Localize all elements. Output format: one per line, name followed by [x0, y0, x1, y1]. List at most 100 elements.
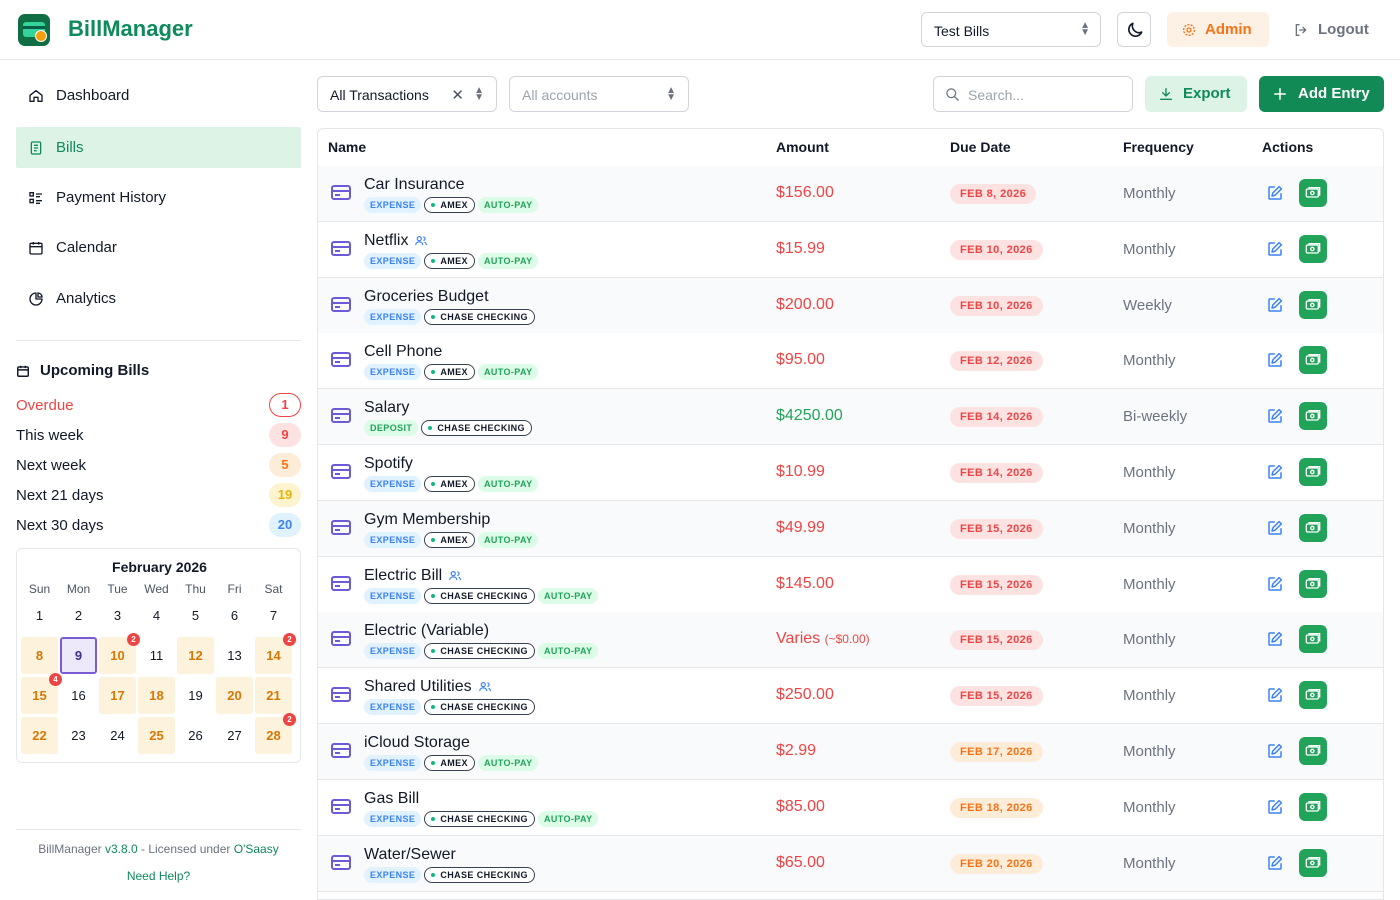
pay-button[interactable] — [1299, 235, 1327, 263]
nav-bills[interactable]: Bills — [16, 127, 301, 168]
calendar-day[interactable]: 13 — [216, 637, 253, 674]
calendar-day-today[interactable]: 9 — [60, 637, 97, 674]
edit-icon[interactable] — [1266, 184, 1284, 202]
nav-calendar[interactable]: Calendar — [16, 227, 301, 268]
edit-icon[interactable] — [1266, 798, 1284, 816]
calendar-day[interactable]: 1 — [21, 597, 58, 634]
add-entry-button[interactable]: Add Entry — [1259, 76, 1384, 112]
edit-icon[interactable] — [1266, 742, 1284, 760]
bill-name[interactable]: Electric (Variable) — [364, 622, 489, 640]
pay-button[interactable] — [1299, 179, 1327, 207]
upcoming-this-week[interactable]: This week 9 — [16, 423, 301, 447]
column-header-frequency[interactable]: Frequency — [1123, 139, 1194, 155]
bill-name[interactable]: Car Insurance — [364, 176, 465, 194]
edit-icon[interactable] — [1266, 575, 1284, 593]
pay-button[interactable] — [1299, 570, 1327, 598]
calendar-day[interactable]: 3 — [99, 597, 136, 634]
pay-button[interactable] — [1299, 625, 1327, 653]
logout-button[interactable]: Logout — [1284, 12, 1384, 47]
upcoming-next-30[interactable]: Next 30 days 20 — [16, 513, 301, 537]
need-help-link[interactable]: Need Help? — [126, 869, 191, 883]
admin-button[interactable]: Admin — [1167, 12, 1269, 47]
theme-toggle-button[interactable] — [1117, 12, 1151, 47]
account-filter[interactable]: All accounts ▲ ▼ — [509, 76, 689, 112]
bill-name[interactable]: Gas Bill — [364, 790, 419, 808]
calendar-day[interactable]: 6 — [216, 597, 253, 634]
calendar-day[interactable]: 7 — [255, 597, 292, 634]
table-row[interactable]: Netflix EXPENSE AMEX AUTO-PAY $15.99 FEB 10, … — [318, 222, 1383, 278]
edit-icon[interactable] — [1266, 686, 1284, 704]
upcoming-next-week[interactable]: Next week 5 — [16, 453, 301, 477]
edit-icon[interactable] — [1266, 240, 1284, 258]
bill-name[interactable]: Spotify — [364, 455, 413, 473]
table-row[interactable]: Gas Bill EXPENSE CHASE CHECKING AUTO-PAY $85… — [318, 780, 1383, 836]
column-header-amount[interactable]: Amount — [776, 139, 829, 155]
pay-button[interactable] — [1299, 737, 1327, 765]
bill-name[interactable]: Salary — [364, 399, 409, 417]
clear-filter-icon[interactable]: ✕ — [451, 87, 464, 104]
calendar-day[interactable]: 15 4 — [21, 673, 62, 714]
nav-dashboard[interactable]: Dashboard — [16, 75, 301, 116]
transaction-type-filter[interactable]: All Transactions ✕ ▲ ▼ — [317, 76, 497, 112]
pay-button[interactable] — [1299, 793, 1327, 821]
calendar-day[interactable]: 23 — [60, 717, 97, 754]
column-header-due-date[interactable]: Due Date — [950, 139, 1011, 155]
edit-icon[interactable] — [1266, 630, 1284, 648]
column-header-name[interactable]: Name — [328, 139, 367, 155]
edit-icon[interactable] — [1266, 296, 1284, 314]
bill-name[interactable]: Water/Sewer — [364, 846, 456, 864]
calendar-day[interactable]: 14 2 — [255, 633, 296, 674]
table-row[interactable]: Salary DEPOSIT CHASE CHECKING $4250.00 FEB 1… — [318, 389, 1383, 445]
search-input[interactable]: Search... — [933, 76, 1133, 112]
pay-button[interactable] — [1299, 346, 1327, 374]
bill-name[interactable]: Electric Bill — [364, 567, 462, 585]
table-row[interactable]: iCloud Storage EXPENSE AMEX AUTO-PAY $2.99 FE… — [318, 724, 1383, 780]
calendar-day[interactable]: 22 — [21, 717, 58, 754]
calendar-day[interactable]: 12 — [177, 637, 214, 674]
table-row[interactable]: Electric (Variable) EXPENSE CHASE CHECKING… — [318, 612, 1383, 668]
calendar-day[interactable]: 21 — [255, 677, 292, 714]
calendar-day[interactable]: 10 2 — [99, 633, 140, 674]
table-row[interactable]: Cell Phone EXPENSE AMEX AUTO-PAY $95.00 FEB 1… — [318, 333, 1383, 389]
bill-name[interactable]: iCloud Storage — [364, 734, 470, 752]
pay-button[interactable] — [1299, 514, 1327, 542]
table-row[interactable]: Car Insurance EXPENSE AMEX AUTO-PAY $156.00 F… — [318, 166, 1383, 222]
calendar-day[interactable]: 4 — [138, 597, 175, 634]
calendar-day[interactable]: 24 — [99, 717, 136, 754]
table-row[interactable]: Gym Membership EXPENSE AMEX AUTO-PAY $49.99 F… — [318, 501, 1383, 557]
pay-button[interactable] — [1299, 291, 1327, 319]
edit-icon[interactable] — [1266, 351, 1284, 369]
calendar-day[interactable]: 2 — [60, 597, 97, 634]
table-row[interactable]: Electric Bill EXPENSE CHASE CHECKING AUTO-P… — [318, 557, 1383, 613]
bill-name[interactable]: Netflix — [364, 232, 428, 250]
calendar-day[interactable]: 8 — [21, 637, 58, 674]
calendar-day[interactable]: 19 — [177, 677, 214, 714]
bill-name[interactable]: Groceries Budget — [364, 288, 489, 306]
calendar-day[interactable]: 27 — [216, 717, 253, 754]
calendar-day[interactable]: 26 — [177, 717, 214, 754]
bill-name[interactable]: Cell Phone — [364, 343, 442, 361]
calendar-day[interactable]: 25 — [138, 717, 175, 754]
calendar-day[interactable]: 20 — [216, 677, 253, 714]
nav-analytics[interactable]: Analytics — [16, 278, 301, 319]
footer-license-link[interactable]: O'Saasy — [233, 842, 279, 856]
calendar-day[interactable]: 18 — [138, 677, 175, 714]
pay-button[interactable] — [1299, 849, 1327, 877]
table-row[interactable]: Water/Sewer EXPENSE CHASE CHECKING $65.00 FE… — [318, 836, 1383, 892]
pay-button[interactable] — [1299, 681, 1327, 709]
table-row[interactable]: Shared Utilities EXPENSE CHASE CHECKING $25… — [318, 668, 1383, 724]
table-row[interactable]: Spotify EXPENSE AMEX AUTO-PAY $10.99 FEB 14, … — [318, 445, 1383, 501]
pay-button[interactable] — [1299, 458, 1327, 486]
calendar-day[interactable]: 11 — [138, 637, 175, 674]
bill-name[interactable]: Gym Membership — [364, 511, 490, 529]
nav-payment-history[interactable]: Payment History — [16, 177, 301, 218]
export-button[interactable]: Export — [1145, 76, 1247, 112]
calendar-day[interactable]: 17 — [99, 677, 136, 714]
upcoming-next-21[interactable]: Next 21 days 19 — [16, 483, 301, 507]
table-row[interactable]: Groceries Budget EXPENSE CHASE CHECKING $20… — [318, 278, 1383, 334]
edit-icon[interactable] — [1266, 519, 1284, 537]
bill-name[interactable]: Shared Utilities — [364, 678, 492, 696]
edit-icon[interactable] — [1266, 854, 1284, 872]
upcoming-overdue[interactable]: Overdue 1 — [16, 393, 301, 417]
database-select[interactable]: Test Bills ▲ ▼ — [921, 12, 1101, 47]
